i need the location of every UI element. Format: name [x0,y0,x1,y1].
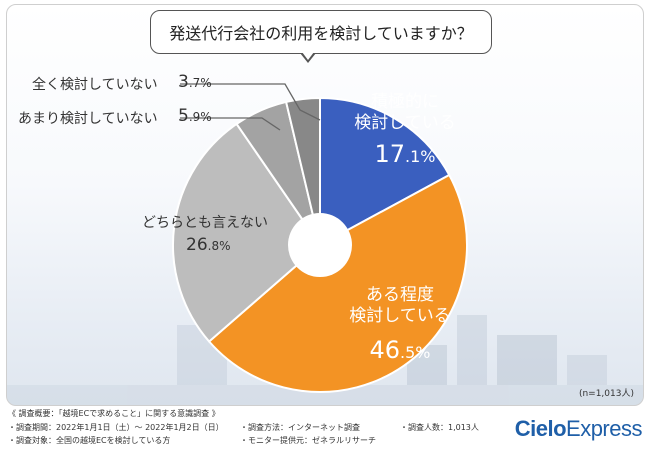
slice-label-not-much: あまり検討していない [18,111,158,127]
question-bubble: 発送代行会社の利用を検討していますか？ [150,10,492,54]
slice-value-active: 17.1% [374,140,436,168]
slice-label-active: 積極的に 検討している [354,92,456,133]
pie-center-hole [288,213,352,277]
survey-footer: 《 調査概要：「越境ECで求めること」に関する意識調査 》 ・調査期間：2022… [0,406,650,450]
slice-value-somewhat: 46.5% [369,336,431,364]
survey-summary: 《 調査概要：「越境ECで求めること」に関する意識調査 》 [8,409,220,418]
slice-label-not-at-all: 全く検討していない [32,77,158,93]
pie-slice-neither [172,122,322,343]
sample-size: (n=1,013人) [578,389,634,399]
pie-slice-active [319,96,451,247]
cielo-express-logo: CieloExpress [514,416,643,442]
survey-period: ・調査期間：2022年1月1日（土）～ 2022年1月2日（日） [8,423,224,432]
slice-label-neither: どちらとも言えない [142,215,268,231]
slice-label-somewhat: ある程度 検討している [349,285,451,326]
pie-slice-somewhat [207,173,468,393]
survey-method: ・調査方法：インターネット調査 [240,423,360,432]
slice-value-not-at-all: 3.7% [178,72,212,92]
survey-count: ・調査人数：1,013人 [400,423,479,432]
survey-provider: ・モニター提供元：ゼネラルリサーチ [240,436,376,445]
logo-bold: Cielo [514,416,567,441]
logo-regular: Express [566,416,642,441]
survey-target: ・調査対象：全国の越境ECを検討している方 [8,436,171,445]
question-text: 発送代行会社の利用を検討していますか？ [169,24,473,43]
leader-line-not-at-all [180,83,321,121]
slice-value-not-much: 5.9% [178,106,212,126]
pie-slice-not-at-all [284,96,321,246]
bubble-tail-inner [302,52,314,60]
slice-value-neither: 26.8% [186,235,231,255]
leader-line-not-much [180,117,281,131]
city-background [7,315,643,405]
